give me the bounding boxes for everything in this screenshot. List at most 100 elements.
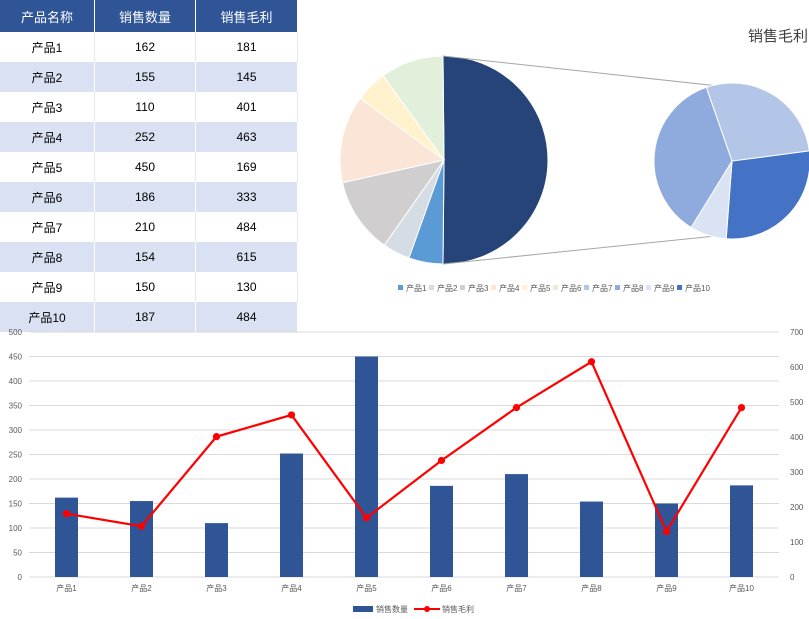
cell-sales-qty: 252 xyxy=(94,122,197,152)
x-tick-label: 产品4 xyxy=(281,583,302,593)
y-tick-label: 250 xyxy=(9,451,23,460)
cell-product-name: 产品5 xyxy=(0,152,95,182)
bar-3 xyxy=(205,523,228,577)
cell-sales-margin: 130 xyxy=(195,272,298,302)
line-point-3 xyxy=(212,433,221,441)
x-tick-label: 产品8 xyxy=(581,583,602,593)
legend-label: 产品6 xyxy=(561,283,582,293)
cell-sales-qty: 450 xyxy=(94,152,197,182)
legend-swatch-3 xyxy=(460,285,465,290)
header-sales-qty: 销售数量 xyxy=(94,0,197,32)
line-point-9 xyxy=(662,527,671,536)
legend-swatch-2 xyxy=(429,285,434,290)
bar-8 xyxy=(580,501,603,577)
cell-product-name: 产品7 xyxy=(0,212,95,242)
y-tick-label: 150 xyxy=(9,500,23,509)
line-point-8 xyxy=(587,358,596,366)
line-point-4 xyxy=(287,411,296,419)
y2-tick-label: 200 xyxy=(790,503,804,512)
cell-sales-qty: 155 xyxy=(94,62,197,92)
combo-chart: 0 50 100 150 200 250 300 350 400 450 500 0 100 200 300… xyxy=(9,328,804,614)
table-row: 产品9 150 130 xyxy=(0,272,298,302)
legend-swatch-1 xyxy=(398,285,403,290)
legend-label: 产品9 xyxy=(654,283,675,293)
y-tick-label: 350 xyxy=(9,402,23,411)
y2-tick-label: 100 xyxy=(790,538,804,547)
cell-product-name: 产品3 xyxy=(0,92,95,122)
legend-label: 产品3 xyxy=(468,283,489,293)
cell-product-name: 产品10 xyxy=(0,302,95,332)
cell-sales-margin: 181 xyxy=(195,32,298,62)
x-tick-label: 产品9 xyxy=(656,583,677,593)
bar-1 xyxy=(55,497,78,577)
y-tick-label: 450 xyxy=(9,353,23,362)
pie-slice-3 xyxy=(341,159,446,246)
y2-tick-label: 500 xyxy=(790,398,804,407)
header-product-name: 产品名称 xyxy=(0,0,95,32)
pie-of-pie-chart: 产品1 产品2 产品3 产品4 产品5 产品6 产品7 产品8 产品9 产品10 xyxy=(339,55,809,293)
cell-sales-margin: 615 xyxy=(195,242,298,272)
table-row: 产品5 450 169 xyxy=(0,152,298,182)
combo-legend: 销售数量 销售毛利 xyxy=(353,604,474,614)
cell-product-name: 产品9 xyxy=(0,272,95,302)
line-point-10 xyxy=(737,404,746,412)
cell-sales-qty: 154 xyxy=(94,242,197,272)
legend-marker-line xyxy=(424,606,430,612)
table-row: 产品2 155 145 xyxy=(0,62,298,92)
bar-5 xyxy=(355,356,378,577)
table-header-row: 产品名称 销售数量 销售毛利 xyxy=(0,0,298,32)
cell-sales-margin: 463 xyxy=(195,122,298,152)
cell-sales-margin: 484 xyxy=(195,212,298,242)
table-row: 产品1 162 181 xyxy=(0,32,298,62)
cell-sales-qty: 187 xyxy=(94,302,197,332)
legend-label: 产品4 xyxy=(499,283,520,293)
bar-7 xyxy=(505,474,528,577)
legend-label: 产品2 xyxy=(437,283,458,293)
cell-product-name: 产品8 xyxy=(0,242,95,272)
primary-pie xyxy=(339,55,549,265)
cell-sales-margin: 401 xyxy=(195,92,298,122)
sales-table: 产品名称 销售数量 销售毛利 产品1 162 181 产品2 155 145 产品3 110 4… xyxy=(0,0,298,332)
cell-product-name: 产品1 xyxy=(0,32,95,62)
y2-tick-label: 400 xyxy=(790,433,804,442)
connector-line-top xyxy=(442,55,765,92)
y2-tick-label: 300 xyxy=(790,468,804,477)
table-row: 产品7 210 484 xyxy=(0,212,298,242)
table-row: 产品8 154 615 xyxy=(0,242,298,272)
legend-label: 产品7 xyxy=(592,283,613,293)
secondary-pie xyxy=(653,82,809,240)
y-tick-label: 100 xyxy=(9,524,23,533)
x-tick-label: 产品10 xyxy=(729,583,754,593)
line-point-5 xyxy=(362,514,371,522)
pie-legend: 产品1 产品2 产品3 产品4 产品5 产品6 产品7 产品8 产品9 产品10 xyxy=(398,283,710,293)
y2-tick-label: 0 xyxy=(790,573,795,582)
x-tick-label: 产品5 xyxy=(356,583,377,593)
cell-sales-qty: 150 xyxy=(94,272,197,302)
line-point-1 xyxy=(62,510,71,518)
pie-slice-6 xyxy=(382,55,445,162)
bar-6 xyxy=(430,485,453,577)
legend-label: 产品8 xyxy=(623,283,644,293)
legend-swatch-8 xyxy=(615,285,620,290)
legend-swatch-9 xyxy=(646,285,651,290)
header-sales-margin: 销售毛利 xyxy=(195,0,298,32)
legend-swatch-5 xyxy=(522,285,527,290)
legend-swatch-bar xyxy=(353,606,373,612)
line-series xyxy=(66,360,743,534)
y-tick-label: 0 xyxy=(18,573,23,582)
table-row: 产品3 110 401 xyxy=(0,92,298,122)
cell-sales-margin: 169 xyxy=(195,152,298,182)
y2-tick-label: 700 xyxy=(790,328,804,337)
legend-label: 产品10 xyxy=(685,283,710,293)
y-tick-label: 500 xyxy=(9,328,23,337)
line-point-7 xyxy=(512,404,521,412)
y-tick-label: 50 xyxy=(13,549,22,558)
legend-label: 产品5 xyxy=(530,283,551,293)
legend-label: 产品1 xyxy=(406,283,427,293)
cell-sales-qty: 110 xyxy=(94,92,197,122)
cell-sales-qty: 162 xyxy=(94,32,197,62)
secondary-slice-7 xyxy=(705,82,809,162)
table-row: 产品10 187 484 xyxy=(0,302,298,332)
bar-10 xyxy=(730,485,753,577)
pie-slice-other xyxy=(442,55,549,265)
